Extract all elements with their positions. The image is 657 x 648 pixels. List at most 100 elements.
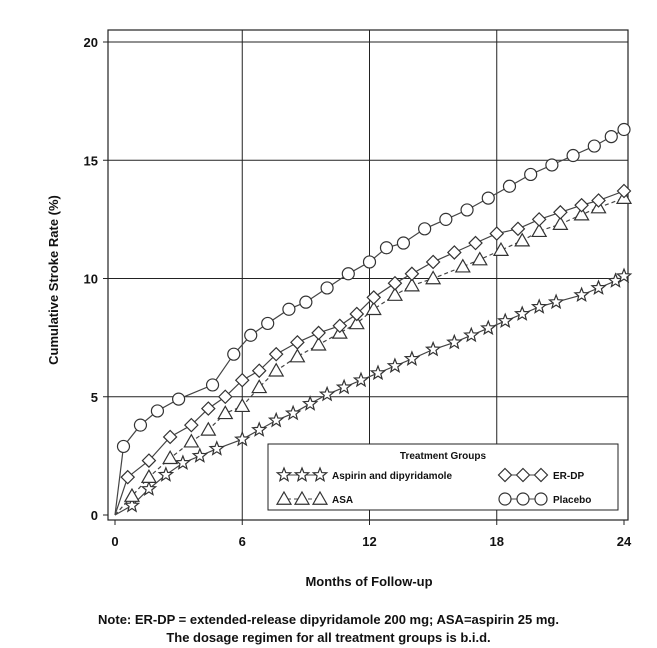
legend-marker (311, 466, 329, 483)
data-point-asa (492, 241, 510, 256)
data-point-asa (183, 433, 200, 448)
legend-marker (275, 490, 293, 505)
data-point-er-dp (574, 197, 589, 213)
data-point-placebo (545, 158, 559, 172)
data-point-asa (573, 206, 590, 221)
data-point-er-dp (290, 335, 305, 350)
legend-label: ASA (332, 495, 353, 506)
data-point-aspirin-and-dipyridamole (497, 312, 514, 329)
data-point-er-dp (366, 290, 382, 305)
data-point-asa (552, 215, 569, 230)
data-point-asa (140, 468, 157, 484)
legend-label: ER-DP (553, 471, 584, 482)
data-point-asa (403, 277, 420, 292)
series-placebo (114, 122, 631, 516)
data-point-er-dp (468, 235, 483, 251)
data-point-er-dp (268, 346, 284, 362)
data-point-asa (123, 487, 141, 502)
data-point-aspirin-and-dipyridamole (480, 319, 497, 336)
data-point-asa (425, 270, 442, 285)
data-point-placebo (261, 316, 275, 331)
data-point-asa (454, 258, 471, 273)
legend-item-aspirin-and-dipyridamole: Aspirin and dipyridamole (275, 466, 452, 483)
data-point-aspirin-and-dipyridamole (463, 326, 480, 343)
data-point-aspirin-and-dipyridamole (590, 279, 607, 295)
y-tick-label: 0 (91, 508, 98, 523)
legend-item-placebo: Placebo (498, 492, 591, 506)
data-point-placebo (282, 302, 296, 316)
data-point-aspirin-and-dipyridamole (446, 333, 463, 350)
legend-item-asa: ASA (275, 490, 353, 506)
data-point-asa (200, 421, 217, 436)
data-point-er-dp (510, 221, 526, 237)
data-point-asa (514, 232, 531, 247)
data-point-placebo (566, 148, 580, 163)
data-point-aspirin-and-dipyridamole (267, 411, 285, 428)
data-point-aspirin-and-dipyridamole (615, 267, 633, 284)
series-asa (114, 189, 633, 516)
data-point-aspirin-and-dipyridamole (424, 340, 442, 357)
data-point-er-dp (162, 429, 178, 445)
data-point-er-dp (141, 453, 157, 468)
data-point-aspirin-and-dipyridamole (301, 395, 319, 411)
data-point-er-dp (616, 183, 632, 199)
data-point-asa (471, 251, 488, 266)
data-point-placebo (205, 378, 220, 392)
data-point-aspirin-and-dipyridamole (233, 430, 251, 447)
data-point-placebo (396, 236, 411, 250)
data-point-er-dp (446, 245, 462, 260)
series-layer (114, 122, 633, 516)
y-tick-label: 5 (91, 390, 98, 405)
data-point-er-dp (234, 372, 250, 388)
series-er-dp (114, 183, 632, 516)
legend-marker (497, 467, 513, 483)
data-point-er-dp (489, 226, 505, 241)
data-point-placebo (379, 241, 394, 255)
data-point-er-dp (531, 212, 547, 227)
data-point-asa (217, 405, 234, 420)
footnote-line-1: Note: ER-DP = extended-release dipyridam… (98, 612, 559, 627)
y-tick-label: 15 (84, 153, 98, 168)
data-point-placebo (150, 404, 165, 418)
data-point-er-dp (404, 266, 420, 282)
data-point-asa (531, 222, 548, 238)
x-axis-label: Months of Follow-up (305, 574, 432, 589)
data-point-placebo (133, 418, 148, 432)
x-tick-label: 18 (490, 534, 504, 549)
data-point-placebo (587, 139, 601, 153)
data-point-aspirin-and-dipyridamole (140, 480, 158, 496)
data-point-asa (310, 336, 327, 351)
data-point-placebo (502, 179, 517, 193)
legend-marker (533, 467, 549, 483)
data-point-aspirin-and-dipyridamole (513, 305, 531, 321)
data-point-er-dp (311, 325, 326, 341)
legend-label: Aspirin and dipyridamole (332, 471, 452, 482)
data-point-placebo (481, 191, 495, 205)
legend-marker (515, 467, 531, 483)
grid (108, 30, 628, 520)
data-point-aspirin-and-dipyridamole (318, 385, 336, 402)
data-point-aspirin-and-dipyridamole (251, 421, 268, 437)
data-point-aspirin-and-dipyridamole (352, 371, 370, 388)
data-point-asa (289, 348, 306, 363)
data-point-aspirin-and-dipyridamole (123, 496, 141, 513)
data-point-asa (268, 362, 285, 377)
data-point-aspirin-and-dipyridamole (403, 350, 421, 366)
data-point-asa (348, 315, 365, 330)
legend-marker (516, 492, 530, 506)
data-point-asa (234, 398, 251, 413)
data-point-placebo (617, 122, 631, 137)
data-point-placebo (299, 295, 313, 309)
data-point-asa (365, 301, 382, 316)
legend-title: Treatment Groups (400, 451, 487, 462)
axes: 0 6 12 18 24 0 5 10 15 20 (84, 29, 632, 549)
legend-marker (293, 490, 311, 505)
legend-marker (293, 466, 311, 483)
footnote-line-2: The dosage regimen for all treatment gro… (166, 630, 491, 645)
data-point-aspirin-and-dipyridamole (547, 293, 565, 310)
data-point-aspirin-and-dipyridamole (284, 404, 302, 421)
data-point-placebo (524, 167, 538, 182)
legend-marker (498, 492, 512, 506)
x-tick-label: 12 (362, 534, 376, 549)
data-point-placebo (604, 130, 618, 144)
